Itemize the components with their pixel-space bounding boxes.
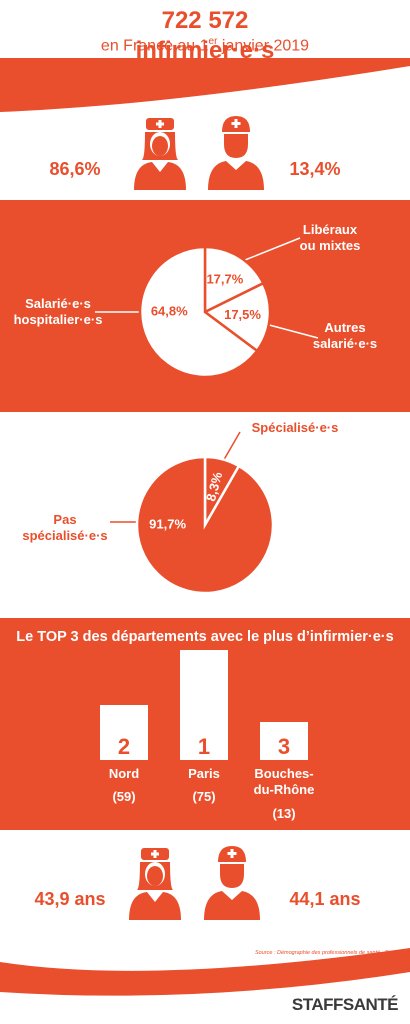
pie-slice: [203, 245, 265, 315]
rank-number: 2: [117, 734, 131, 759]
women-share: 86,6%: [49, 159, 101, 179]
pie-slice: [138, 245, 259, 379]
rank-bar: [260, 722, 308, 760]
footer-wave: [0, 948, 410, 996]
department-name: Paris: [188, 766, 220, 781]
slice-label: 64,8%: [151, 303, 188, 318]
slice-label: 8,3%: [203, 470, 225, 503]
top3-title: Le TOP 3 des départements avec le plus d…: [16, 629, 394, 645]
pie-slice: [135, 455, 275, 595]
pie-category: Libéraux ou mixtes: [299, 222, 361, 254]
subtitle-text: en France au 1: [100, 37, 209, 55]
logo: STAFFSANTÉ: [291, 995, 399, 1014]
header-wave: [0, 58, 410, 112]
woman-icon: [129, 848, 181, 920]
subtitle-sup: er: [208, 36, 218, 47]
title: 722 572 infirmier·e·s: [135, 7, 275, 64]
rank-bar: [180, 650, 228, 760]
rank-number: 1: [197, 734, 211, 759]
men-age: 44,1 ans: [289, 889, 361, 909]
woman-icon: [134, 118, 186, 190]
rank-number: 3: [277, 734, 291, 759]
pie-category: Pas spécialisé·e·s: [22, 512, 108, 544]
subtitle: en France au 1er janvier 2019: [101, 36, 309, 56]
pie-category: Autres salarié·e·s: [312, 320, 378, 352]
department-name: Bouches- du-Rhône: [253, 766, 315, 798]
subtitle-text: janvier 2019: [217, 37, 310, 55]
slice-label: 17,7%: [206, 271, 243, 286]
pie-category: Spécialisé·e·s: [251, 420, 339, 435]
man-icon: [204, 846, 260, 920]
pie-category: Salarié·e·s hospitalier·e·s: [13, 296, 103, 328]
rank-bar: [100, 705, 148, 760]
department-name: Nord: [108, 766, 140, 781]
slice-label: 17,5%: [224, 307, 261, 322]
department-code: (13): [272, 806, 296, 821]
department-code: (59): [112, 789, 136, 804]
men-share: 13,4%: [289, 159, 341, 179]
pie-slice: [202, 281, 272, 353]
department-code: (75): [192, 789, 216, 804]
women-age: 43,9 ans: [34, 889, 106, 909]
man-icon: [208, 116, 264, 190]
slice-label: 91,7%: [149, 516, 186, 531]
source: Source : Démographie des professionnels …: [255, 950, 400, 956]
